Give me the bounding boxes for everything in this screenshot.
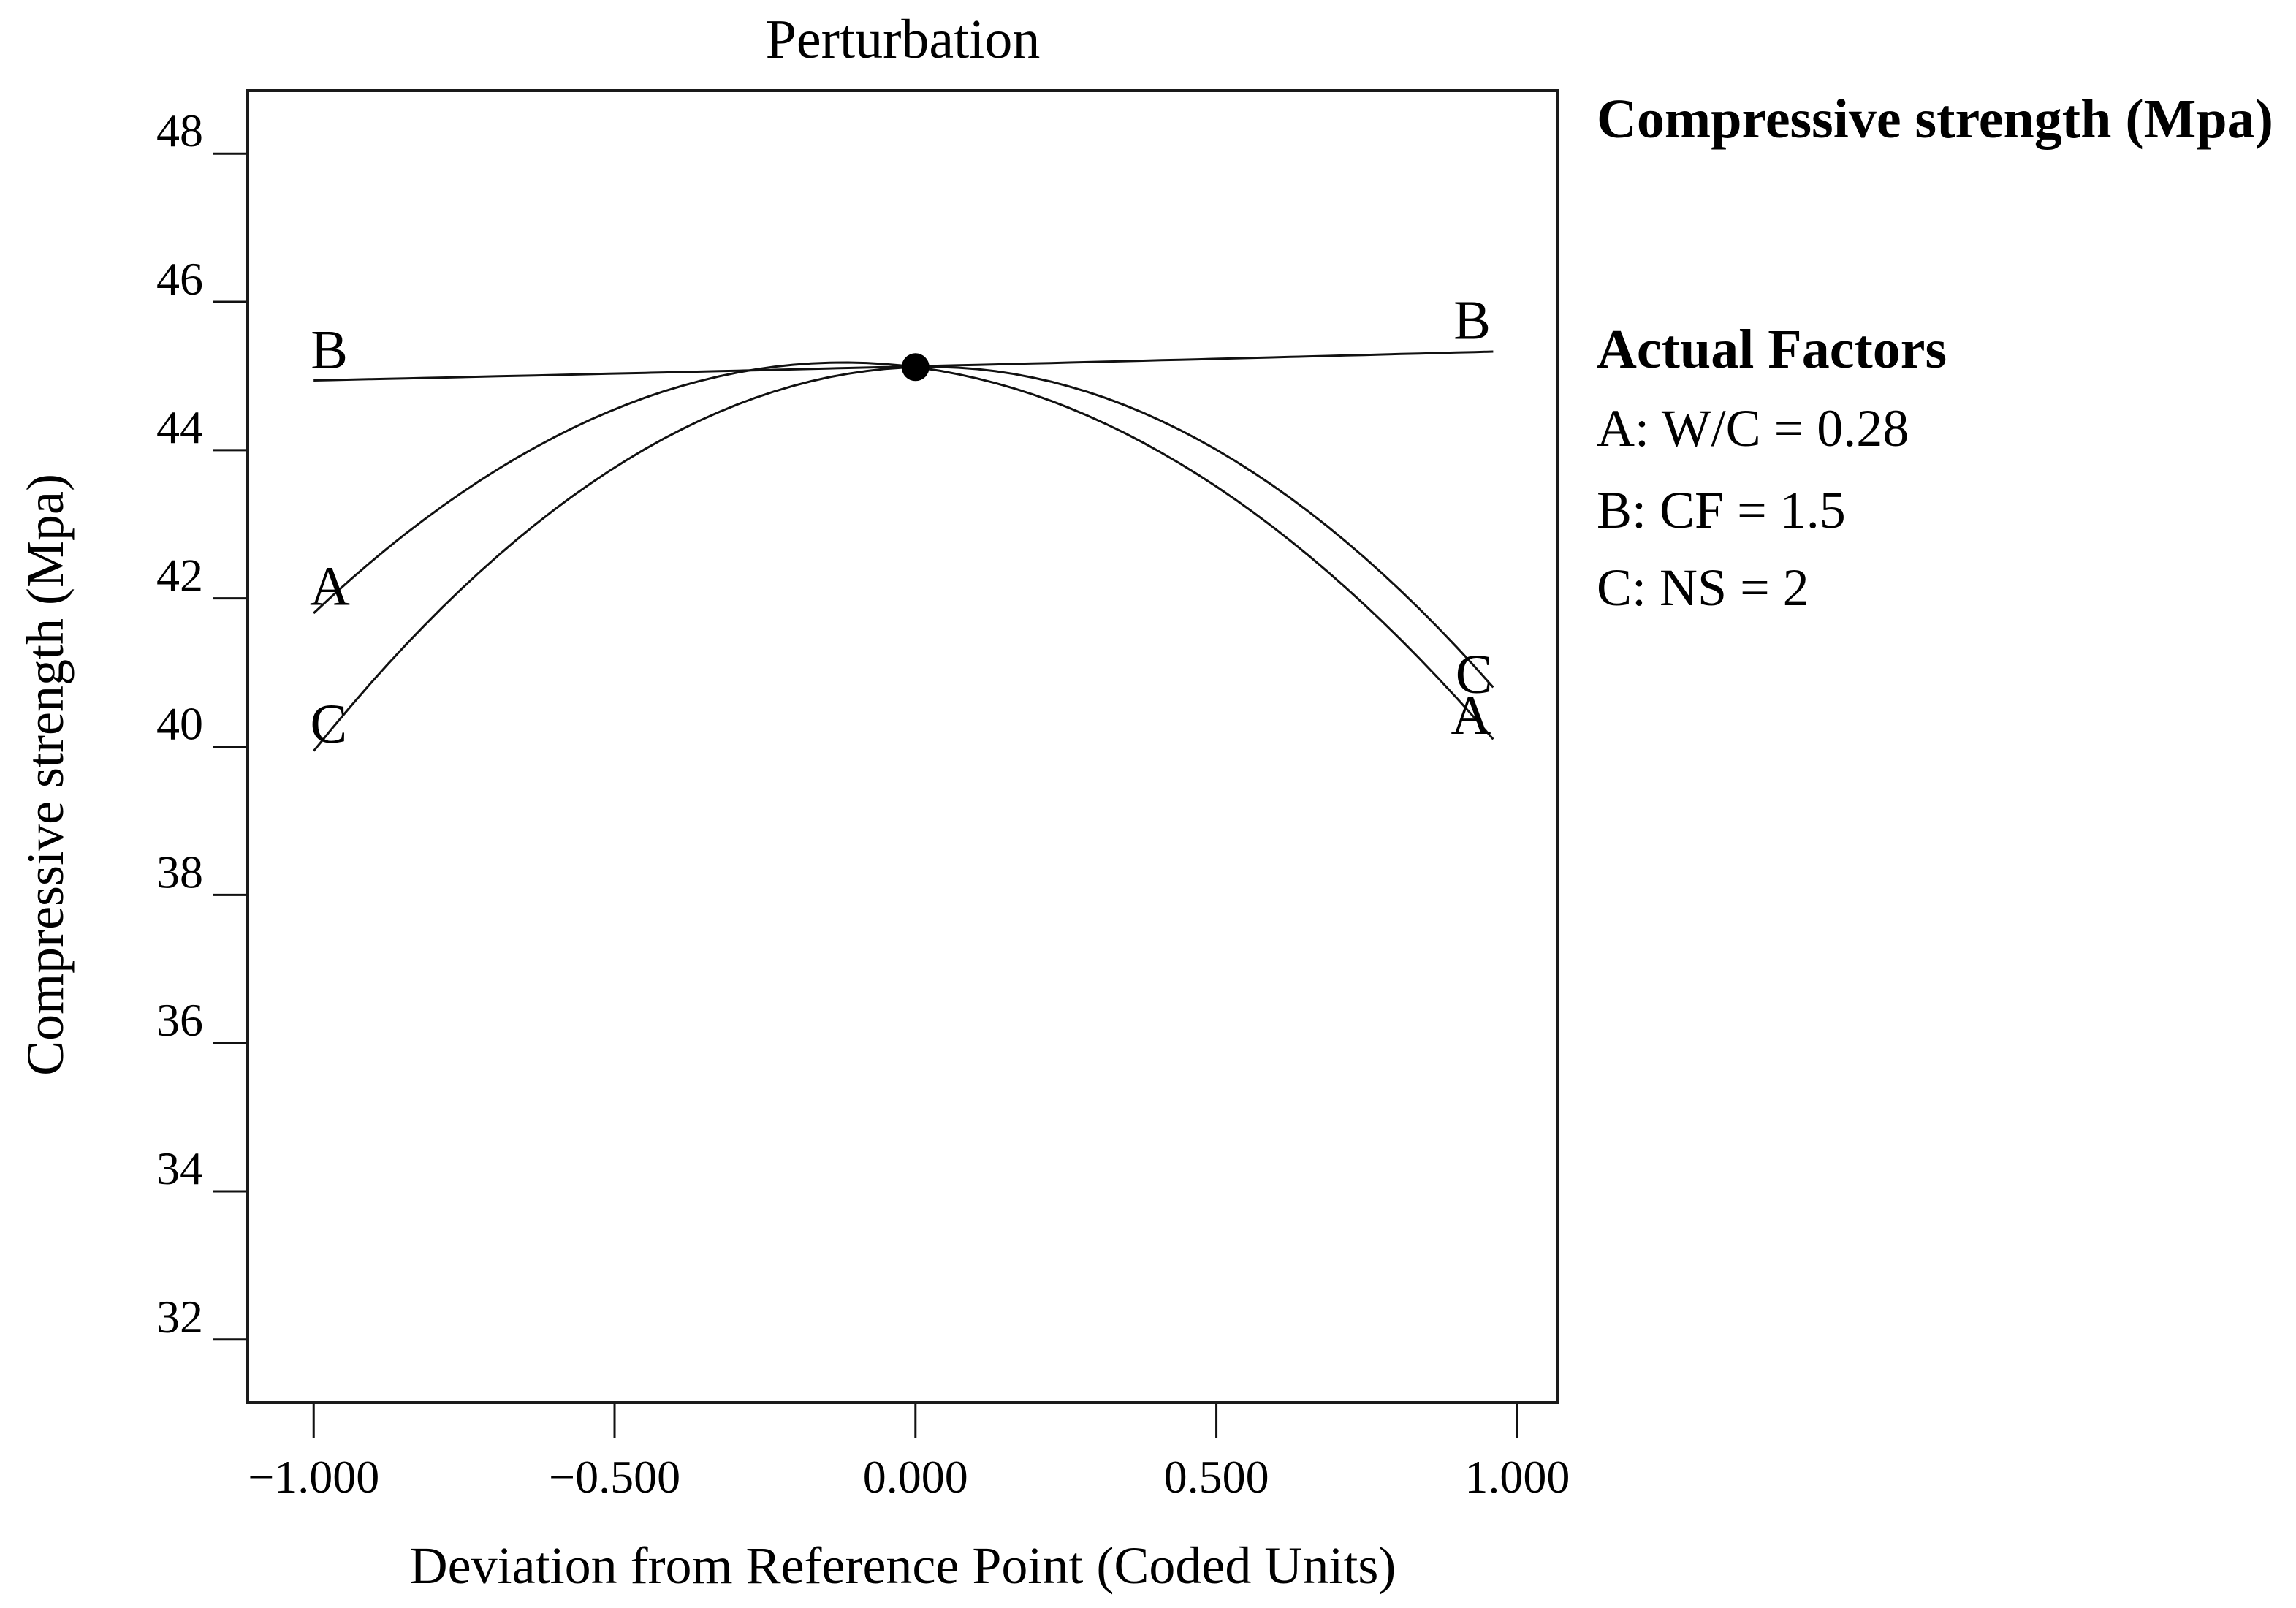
plot-area: [246, 89, 1559, 1404]
x-tick-label: 1.000: [1464, 1451, 1570, 1503]
curve-label-B-right: B: [1453, 289, 1491, 351]
curve-label-B-left: B: [311, 319, 348, 381]
y-tick-label: 46: [156, 253, 203, 305]
y-tick-label: 36: [156, 994, 203, 1046]
x-tick-label: 0.000: [863, 1451, 968, 1503]
y-tick-label: 40: [156, 698, 203, 750]
y-tick-label: 48: [156, 105, 203, 156]
factor-c-value: C: NS = 2: [1597, 558, 1809, 617]
factor-b-value: B: CF = 1.5: [1597, 481, 1846, 539]
curve-label-C-left: C: [310, 694, 347, 755]
response-name-label: Compressive strength (Mpa): [1597, 88, 2273, 150]
factor-a-value: A: W/C = 0.28: [1597, 399, 1909, 458]
x-tick-label: 0.500: [1164, 1451, 1269, 1503]
y-tick-label: 34: [156, 1142, 203, 1194]
x-tick-label: −1.000: [248, 1451, 379, 1503]
x-tick-label: −0.500: [549, 1451, 680, 1503]
curve-A: [313, 361, 1494, 740]
x-axis-title: Deviation from Reference Point (Coded Un…: [409, 1536, 1396, 1595]
reference-point-dot: [901, 353, 930, 382]
y-tick-label: 38: [156, 846, 203, 898]
actual-factors-header: Actual Factors: [1597, 319, 1947, 380]
curve-label-A-right: A: [1451, 685, 1491, 746]
y-tick-label: 42: [156, 550, 203, 602]
curve-label-A-left: A: [310, 555, 350, 617]
curve-C: [313, 365, 1494, 752]
y-tick-label: 32: [156, 1291, 203, 1343]
y-tick-label: 44: [156, 401, 203, 453]
chart-title: Perturbation: [765, 9, 1041, 70]
curve-label-C-right: C: [1456, 644, 1493, 705]
